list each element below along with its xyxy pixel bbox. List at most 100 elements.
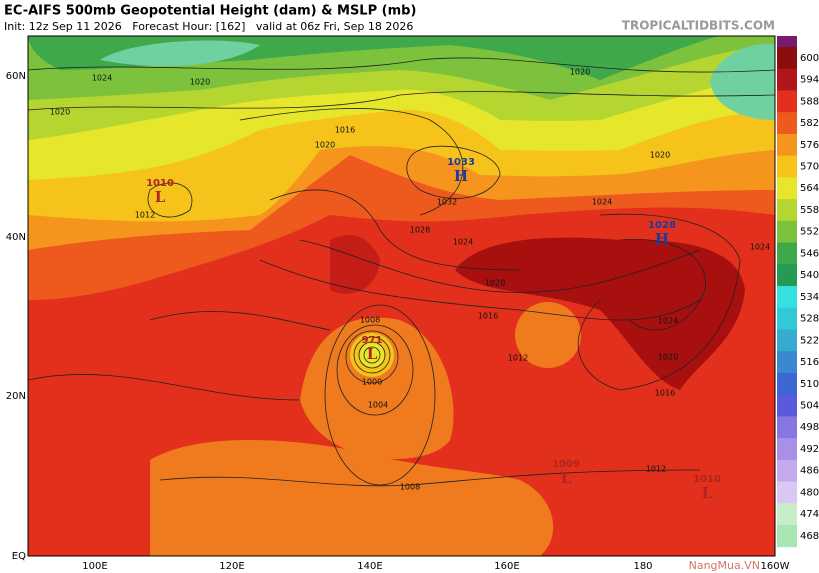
colorbar-cell [777, 372, 797, 396]
pressure-value: 1010 [146, 178, 174, 189]
lon-label: 120E [219, 561, 244, 572]
lat-label: 20N [6, 391, 26, 402]
isobar-label: 1008 [360, 316, 380, 325]
colorbar-label: 516 [800, 357, 819, 368]
isobar-label: 1016 [335, 126, 355, 135]
isobar-label: 1016 [655, 389, 675, 398]
colorbar-cell [777, 264, 797, 287]
isobars [28, 57, 775, 487]
pressure-symbol: L [367, 345, 378, 363]
colorbar-cell [777, 394, 797, 417]
colorbar-cell [777, 351, 797, 374]
colorbar-cell [777, 503, 797, 526]
colorbar-cell [777, 438, 797, 461]
map-frame [27, 35, 776, 557]
colorbar-cell [777, 329, 797, 352]
isobar-label: 1020 [658, 353, 678, 362]
isobar-label: 1016 [478, 312, 498, 321]
isobar-label: 1020 [570, 68, 590, 77]
colorbar-label: 558 [800, 205, 819, 216]
isobar-label: 1020 [50, 108, 70, 117]
colorbar-label: 522 [800, 335, 819, 346]
subtitle: Init: 12z Sep 11 2026 Forecast Hour: [16… [4, 20, 413, 33]
pressure-symbol: L [702, 484, 713, 502]
colorbar-label: 564 [800, 183, 819, 194]
isobar-label: 1024 [592, 198, 612, 207]
colorbar-cell [777, 459, 797, 483]
colorbar-label: 486 [800, 466, 819, 477]
lat-label: 40N [6, 232, 26, 243]
colorbar-label: 576 [800, 140, 819, 151]
colorbar-label: 534 [800, 292, 819, 303]
pressure-value: 1033 [447, 157, 475, 168]
isobar-label: 1024 [92, 74, 112, 83]
colorbar-label: 546 [800, 248, 819, 259]
colorbar-cell [777, 199, 797, 222]
isobar-label: 1032 [437, 198, 457, 207]
colorbar-label: 540 [800, 270, 819, 281]
colorbar-cell [777, 286, 797, 309]
pressure-value: 1009 [552, 459, 580, 470]
colorbar-cell [777, 307, 797, 330]
colorbar-cell [777, 416, 797, 439]
isobar-label: 1020 [315, 141, 335, 150]
colorbar-label: 528 [800, 314, 819, 325]
colorbar-label: 498 [800, 422, 819, 433]
lon-label: 100E [82, 561, 107, 572]
pressure-value: 1028 [648, 220, 676, 231]
colorbar-cell [777, 155, 797, 178]
colorbar-label: 588 [800, 96, 819, 107]
lon-label: 180 [633, 561, 652, 572]
colorbar-label: 600 [800, 53, 819, 64]
isobar-label: 1020 [190, 78, 210, 87]
map-fill [28, 36, 775, 556]
colorbar-label: 468 [800, 531, 819, 542]
site-credit: TROPICALTIDBITS.COM [622, 19, 775, 33]
colorbar-cell [777, 242, 797, 265]
isobar-label: 1024 [750, 243, 770, 252]
colorbar-label: 480 [800, 487, 819, 498]
pressure-symbol: H [454, 167, 468, 185]
isobar-label: 1012 [508, 354, 528, 363]
isobar-label: 1028 [410, 226, 430, 235]
lat-label: EQ [12, 551, 26, 562]
colorbar-cell [777, 133, 797, 157]
colorbar-cell [777, 112, 797, 135]
isobar-label: 1024 [453, 238, 473, 247]
isobar-label: 1020 [485, 279, 505, 288]
isobar-label: 1024 [658, 317, 678, 326]
lon-label: 140E [357, 561, 382, 572]
pressure-value: 971 [362, 335, 383, 346]
colorbar-label: 594 [800, 75, 819, 86]
isobar-label: 1012 [646, 465, 666, 474]
colorbar-label: 582 [800, 118, 819, 129]
colorbar-cell [777, 177, 797, 200]
isobar-label: 1020 [650, 151, 670, 160]
colorbar-cell [777, 90, 797, 113]
colorbar-label: 474 [800, 509, 819, 520]
pressure-symbol: L [155, 188, 166, 206]
colorbar-cell [777, 68, 797, 91]
colorbar-label: 570 [800, 162, 819, 173]
colorbar-cap [777, 36, 797, 47]
isobar-label: 1012 [135, 211, 155, 220]
isobar-label: 1004 [368, 401, 388, 410]
colorbar-cell [777, 525, 797, 548]
colorbar-label: 510 [800, 379, 819, 390]
lon-label: 160W [761, 561, 790, 572]
pressure-symbol: L [561, 469, 572, 487]
lat-label: 60N [6, 71, 26, 82]
watermark: NangMua.VN [689, 559, 760, 572]
colorbar-cell [777, 481, 797, 504]
title: EC-AIFS 500mb Geopotential Height (dam) … [4, 4, 416, 19]
colorbar-cell [777, 47, 797, 70]
colorbar-label: 552 [800, 227, 819, 238]
pressure-symbol: H [655, 230, 669, 248]
isobar-label: 1008 [400, 483, 420, 492]
colorbar-cell [777, 220, 797, 244]
colorbar-label: 504 [800, 401, 819, 412]
lon-label: 160E [494, 561, 519, 572]
colorbar-label: 492 [800, 444, 819, 455]
isobar-label: 1000 [362, 378, 382, 387]
